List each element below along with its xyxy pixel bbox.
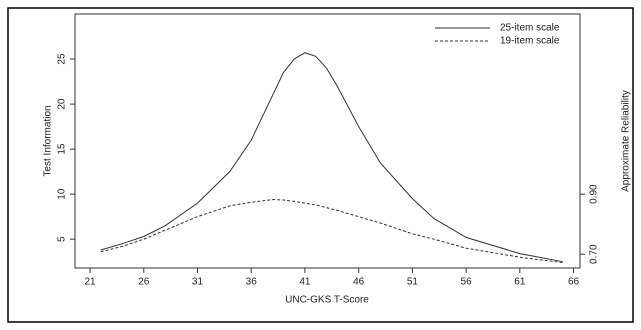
x-tick-label: 36 <box>246 277 258 288</box>
x-tick-label: 61 <box>514 277 526 288</box>
y-tick-label: 15 <box>57 143 68 155</box>
legend-label: 25-item scale <box>500 23 560 34</box>
x-axis-label: UNC-GKS T-Score <box>285 295 369 306</box>
x-tick-label: 51 <box>407 277 419 288</box>
x-tick-label: 26 <box>138 277 150 288</box>
y-tick-label: 10 <box>57 188 68 200</box>
y-tick-label: 5 <box>57 236 68 242</box>
frame <box>7 7 634 323</box>
line-series <box>100 52 563 263</box>
line-series <box>100 199 563 264</box>
x-tick-label: 41 <box>299 277 311 288</box>
y-tick-label: 25 <box>57 53 68 65</box>
y2-tick-label: 0.70 <box>589 244 600 264</box>
y-tick-label: 20 <box>57 98 68 110</box>
y2-tick-label: 0.90 <box>589 184 600 204</box>
x-tick-label: 46 <box>353 277 365 288</box>
x-tick-label: 31 <box>192 277 204 288</box>
legend-label: 19-item scale <box>500 36 560 47</box>
y-axis-label: Test Information <box>43 105 54 176</box>
x-tick-label: 21 <box>84 277 96 288</box>
plot-box <box>74 13 581 269</box>
x-tick-label: 66 <box>568 277 580 288</box>
y2-axis-label: Approximate Reliability <box>621 90 632 192</box>
x-tick-label: 56 <box>461 277 473 288</box>
